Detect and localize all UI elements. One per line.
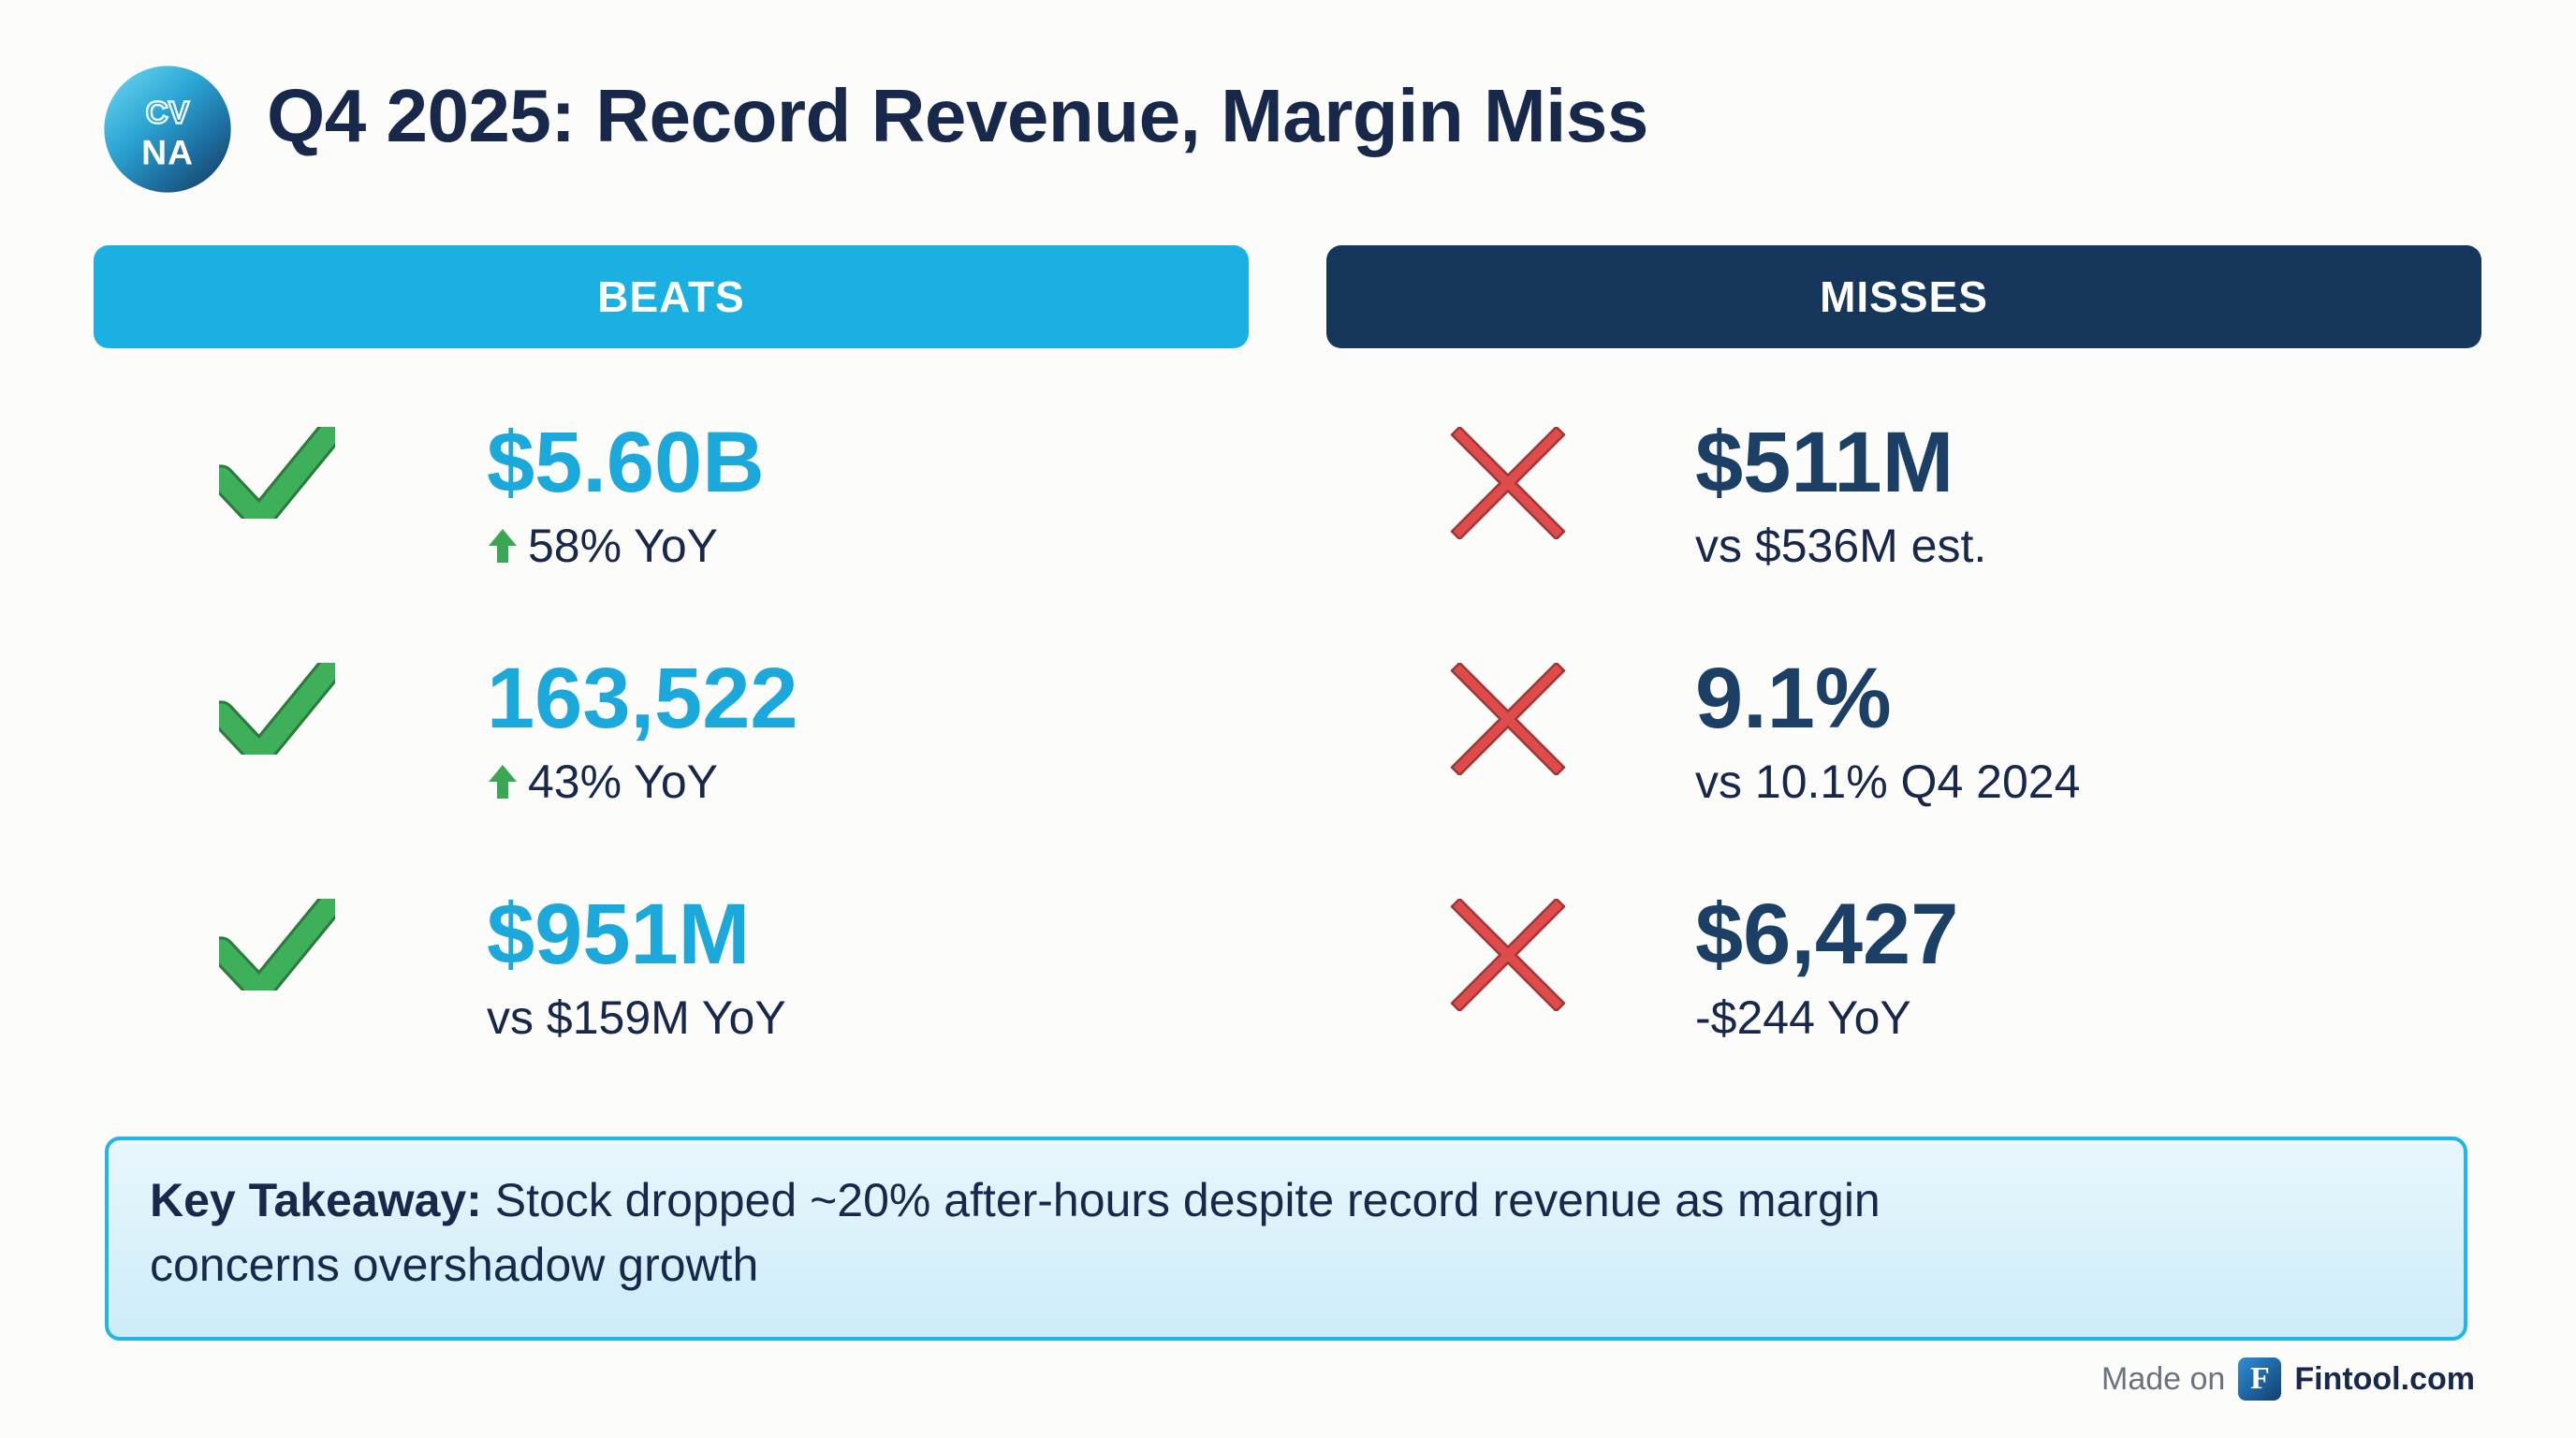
svg-text:NA: NA [141,132,194,171]
svg-text:CV: CV [146,95,190,130]
